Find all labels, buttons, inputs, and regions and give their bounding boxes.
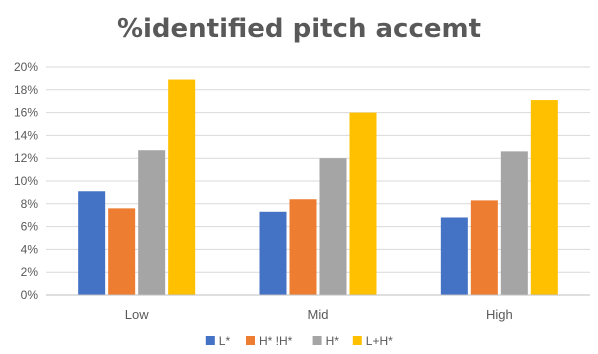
chart-title: %identified pitch accemt (117, 14, 481, 44)
bar (108, 208, 136, 295)
x-category-label: Low (125, 307, 149, 322)
bar (470, 200, 498, 295)
y-tick-label: 6% (21, 220, 39, 234)
bar (500, 151, 528, 295)
legend-swatch (312, 336, 322, 345)
legend-swatch (205, 336, 215, 345)
y-tick-label: 4% (21, 242, 39, 256)
x-axis-categories: Low Mid High (125, 307, 513, 322)
y-tick-label: 18% (14, 83, 38, 97)
legend-swatch (246, 336, 255, 345)
legend-label: L+H* (366, 334, 393, 348)
legend: L* H* !H* H* L+H* (205, 334, 393, 348)
y-tick-label: 0% (21, 288, 39, 302)
y-tick-label: 14% (14, 128, 38, 142)
bar (440, 217, 468, 295)
bar (349, 112, 377, 295)
y-tick-label: 8% (21, 197, 39, 211)
bar (319, 158, 347, 295)
x-category-label: High (486, 307, 513, 322)
bar (259, 211, 287, 295)
bars (78, 79, 558, 295)
bar (530, 100, 558, 295)
bar (168, 79, 196, 295)
y-tick-label: 16% (14, 106, 38, 120)
bar (78, 191, 106, 295)
bar (289, 199, 317, 295)
y-tick-label: 10% (14, 174, 38, 188)
y-axis-ticks: 0% 2% 4% 6% 8% 10% 12% 14% 16% 18% 20% (14, 60, 38, 302)
legend-label: H* (326, 334, 340, 348)
legend-label: H* !H* (259, 334, 293, 348)
legend-label: L* (219, 334, 231, 348)
gridlines (46, 66, 590, 273)
y-tick-label: 12% (14, 151, 38, 165)
legend-swatch (352, 336, 362, 345)
bar (138, 150, 166, 295)
y-tick-label: 20% (14, 60, 38, 74)
x-category-label: Mid (308, 307, 329, 322)
y-tick-label: 2% (21, 265, 39, 279)
